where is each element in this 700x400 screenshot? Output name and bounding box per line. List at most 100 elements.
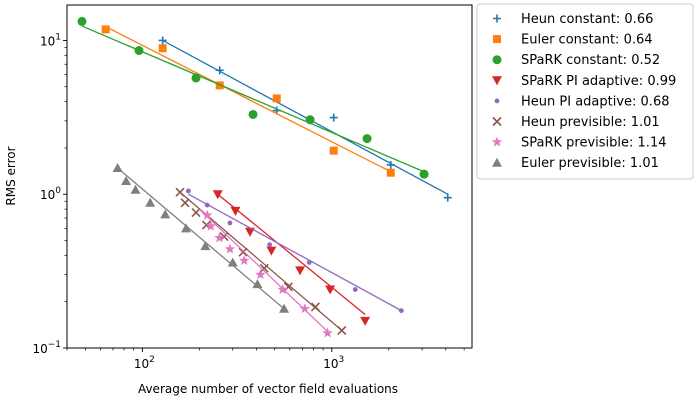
data-point [191, 73, 201, 83]
data-point [362, 134, 372, 144]
series-5 [186, 188, 404, 314]
legend-marker [494, 98, 500, 104]
data-point [230, 206, 241, 216]
legend: Heun constant: 0.66 Euler constant: 0.64 S… [476, 3, 694, 180]
data-point [443, 193, 452, 202]
data-point [244, 227, 255, 237]
data-point [238, 247, 248, 257]
data-point [224, 243, 236, 254]
fit-line [162, 39, 449, 195]
data-point [255, 269, 266, 280]
data-point [101, 25, 110, 34]
data-point [386, 160, 395, 169]
fit-line [81, 25, 425, 173]
series-7 [198, 208, 333, 338]
data-point [386, 168, 395, 177]
legend-label: Euler constant: 0.64 [521, 33, 653, 48]
data-point [130, 184, 141, 194]
data-point [134, 46, 144, 56]
legend-marker [491, 136, 503, 147]
data-point [112, 163, 123, 173]
y-tick-label: 10−1 [32, 340, 61, 356]
data-point [145, 197, 156, 207]
legend-label: SPaRK PI adaptive: 0.99 [521, 74, 676, 89]
data-point [202, 209, 213, 220]
fit-line [198, 208, 329, 332]
legend-label: SPaRK previsible: 1.14 [521, 136, 666, 151]
data-point [215, 66, 224, 75]
data-point [352, 287, 358, 292]
data-point [191, 207, 201, 218]
data-point [227, 257, 238, 267]
data-point [248, 109, 258, 119]
data-point [77, 16, 87, 26]
data-point [279, 303, 290, 313]
legend-item: SPaRK constant: 0.52 [492, 53, 660, 68]
data-point [227, 220, 233, 226]
data-point [160, 209, 171, 219]
legend-marker [492, 55, 502, 65]
data-point [299, 303, 310, 314]
data-point [322, 327, 333, 338]
data-point [200, 241, 211, 251]
series-4 [212, 190, 371, 326]
legend-item: Heun constant: 0.66 [493, 12, 653, 27]
legend-marker [493, 35, 501, 44]
legend-label: Heun PI adaptive: 0.68 [521, 94, 669, 109]
data-point [337, 325, 347, 336]
legend-item: SPaRK PI adaptive: 0.99 [492, 74, 676, 89]
series-8 [112, 163, 290, 313]
data-point [205, 220, 217, 231]
data-point [310, 302, 321, 312]
data-point [239, 255, 250, 266]
x-tick-label: 102 [134, 355, 155, 371]
data-point [325, 285, 336, 295]
data-point [180, 198, 190, 208]
data-point [272, 94, 281, 103]
data-point [158, 44, 167, 53]
data-point [252, 279, 263, 289]
data-point [181, 223, 192, 233]
series-3 [77, 16, 429, 179]
fit-line [188, 193, 402, 312]
data-point [175, 187, 185, 197]
legend-label: Heun previsible: 1.01 [521, 115, 660, 130]
legend-item: Heun previsible: 1.01 [492, 115, 660, 130]
axes: 102 103 10−1 100 101 [32, 4, 473, 371]
legend-label: SPaRK constant: 0.52 [521, 53, 660, 68]
plot-area [77, 16, 452, 338]
legend-marker [492, 157, 502, 167]
data-point [419, 169, 429, 179]
data-point [398, 308, 404, 314]
y-axis-label: RMS error [4, 146, 18, 205]
data-point [204, 202, 210, 208]
y-tick-label: 101 [40, 32, 61, 48]
data-point [121, 175, 132, 185]
fit-line [105, 26, 392, 173]
plot-frame [66, 4, 473, 349]
data-point [186, 188, 191, 194]
series-2 [101, 25, 395, 177]
y-tick-label: 100 [40, 186, 61, 202]
data-point [267, 242, 273, 248]
data-point [329, 146, 338, 155]
legend-marker [492, 76, 502, 86]
data-point [214, 232, 225, 243]
legend-label: Heun constant: 0.66 [521, 12, 653, 27]
legend-item: Euler constant: 0.64 [493, 33, 653, 48]
legend-item: Heun PI adaptive: 0.68 [494, 94, 669, 109]
legend-item: SPaRK previsible: 1.14 [491, 136, 666, 151]
data-point [158, 36, 167, 45]
legend-label: Euler previsible: 1.01 [521, 156, 659, 171]
data-point [329, 113, 338, 122]
x-axis-label: Average number of vector field evaluatio… [138, 382, 398, 396]
fit-line [217, 193, 366, 316]
data-point [212, 190, 223, 200]
data-point [360, 316, 371, 326]
data-point [295, 266, 306, 276]
data-point [266, 246, 277, 256]
legend-item: Euler previsible: 1.01 [492, 156, 659, 171]
x-tick-label: 103 [323, 355, 344, 371]
data-point [277, 284, 288, 294]
